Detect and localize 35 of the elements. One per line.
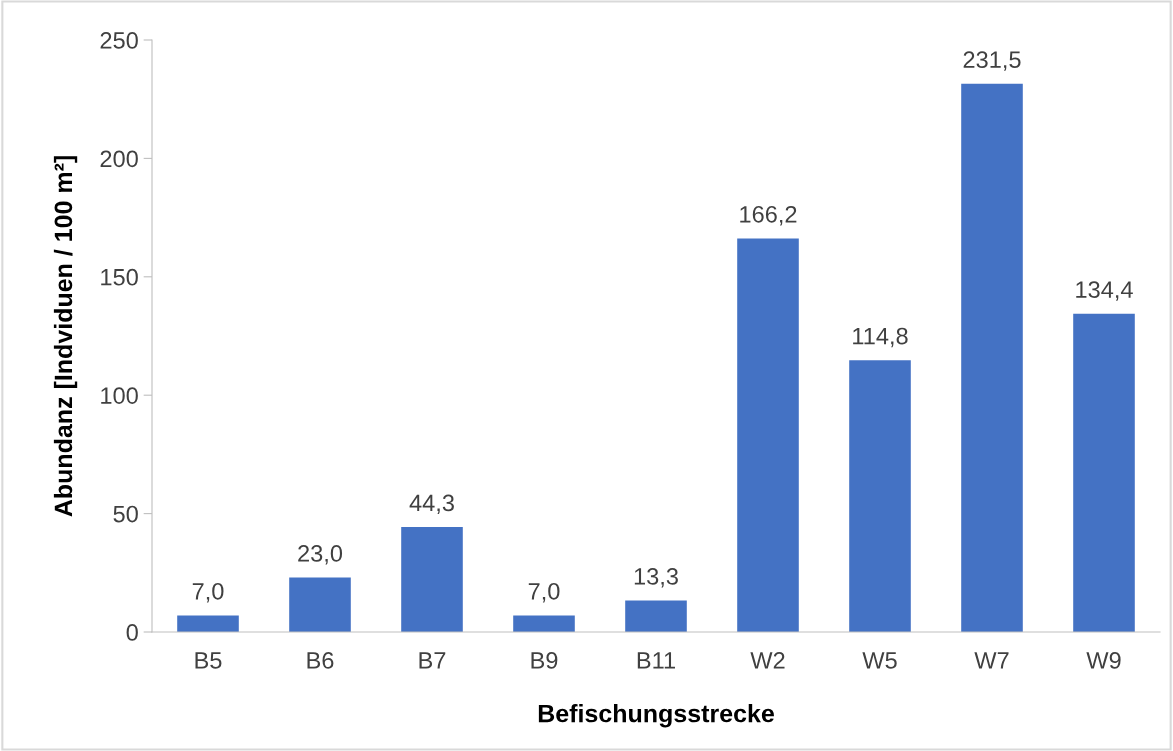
bar (1073, 313, 1135, 632)
x-axis-title: Befischungsstrecke (538, 704, 774, 728)
x-tick-label: B11 (637, 652, 675, 669)
x-tick-label: W9 (1086, 652, 1121, 669)
y-axis-title: Abundanz [Indviduen / 100 m²] (53, 156, 78, 517)
x-tick-label: B5 (195, 652, 222, 669)
y-tick-label: 150 (101, 268, 138, 286)
bar (961, 83, 1023, 632)
data-label: 44,3 (409, 494, 454, 515)
bar (513, 615, 575, 632)
y-tick-label: 50 (113, 505, 138, 523)
data-label: 134,4 (1076, 281, 1133, 301)
x-tick-label: B6 (307, 652, 334, 669)
x-tick-label: W5 (862, 652, 897, 669)
bar (737, 238, 799, 632)
data-label: 7,0 (528, 582, 560, 603)
bar (401, 527, 463, 632)
bar (849, 360, 911, 632)
y-tick-label: 250 (100, 32, 138, 49)
bar (289, 577, 351, 632)
x-tick-label: B7 (419, 652, 446, 669)
x-tick-label: B9 (531, 652, 558, 669)
y-tick-label: 200 (100, 150, 138, 168)
x-tick-label: W2 (750, 652, 785, 669)
data-label: 13,3 (634, 568, 678, 588)
y-tick-label: 0 (126, 624, 138, 641)
y-tick-label: 100 (101, 387, 138, 404)
data-label: 231,5 (963, 51, 1021, 71)
bar (177, 615, 239, 632)
data-label: 166,2 (740, 205, 797, 226)
data-label: 7,0 (192, 582, 224, 603)
x-tick-label: W7 (974, 652, 1009, 669)
data-label: 114,8 (853, 327, 908, 348)
data-label: 23,0 (298, 545, 343, 565)
bar (625, 600, 687, 632)
